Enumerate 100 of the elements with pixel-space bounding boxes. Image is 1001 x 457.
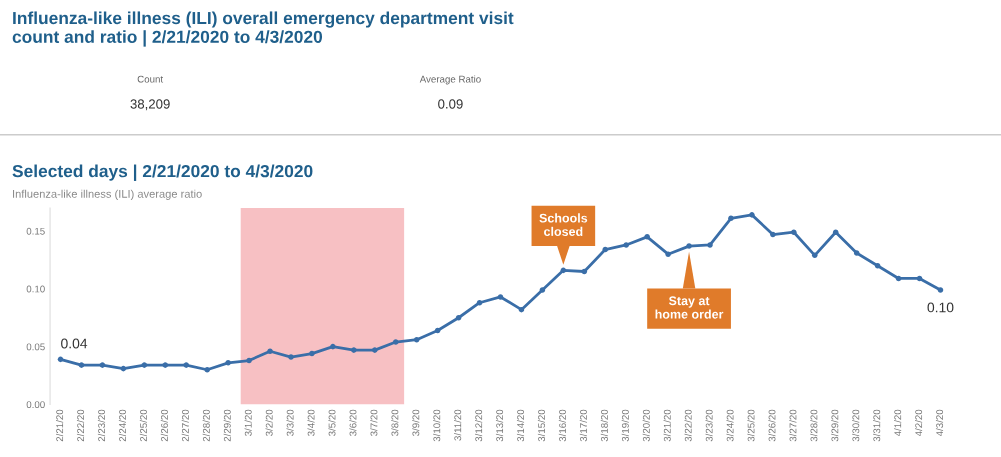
point [895,275,902,282]
point [162,362,169,368]
point [204,366,210,373]
data-label: 0.10 [927,302,954,313]
x-tick-label: 3/8/20 [391,409,399,436]
x-tick-label: 4/2/20 [914,409,923,437]
point [770,231,776,238]
y-tick-label: 0.15 [26,227,45,235]
x-tick-label: 3/24/20 [726,409,734,442]
point [57,356,64,363]
point [937,287,944,293]
point [539,287,546,293]
point [413,336,420,343]
point [518,306,525,313]
point [707,242,713,248]
point [581,268,588,275]
x-tick-label: 3/31/20 [873,409,881,442]
point [623,242,629,248]
x-tick-label: 2/29/20 [223,409,231,442]
point [372,347,378,353]
point [853,250,860,256]
x-tick-label: 2/28/20 [202,409,210,442]
x-tick-label: 2/24/20 [118,409,126,442]
point [78,362,85,368]
x-tick-label: 3/11/20 [454,409,462,441]
x-tick-label: 2/25/20 [139,409,147,442]
x-tick-label: 3/1/20 [244,409,252,436]
point [497,294,504,300]
x-tick-label: 2/22/20 [76,409,85,442]
x-tick-label: 3/14/20 [516,409,525,442]
point [309,350,315,357]
x-tick-label: 3/10/20 [433,409,441,442]
point [330,343,336,350]
x-tick-label: 3/28/20 [810,409,818,442]
y-tick-label: 0.10 [26,285,45,293]
x-tick-label: 3/2/20 [265,409,273,436]
x-tick-label: 3/16/20 [558,409,566,442]
point [351,347,357,353]
point [246,357,252,364]
x-tick-label: 3/6/20 [349,409,357,436]
x-tick-label: 3/12/20 [475,409,483,442]
point [392,339,399,345]
point [455,314,462,321]
point [267,348,273,355]
x-tick-label: 3/4/20 [307,409,315,436]
point [686,243,692,249]
text: Average Ratio [419,75,481,85]
x-tick-label: 3/17/20 [579,409,587,442]
x-tick-label: 3/29/20 [831,409,839,442]
x-tick-label: 3/15/20 [537,409,546,442]
point [99,362,106,368]
data-label: 0.04 [61,338,88,349]
y-axis-title: Influenza-like illness (ILI) average ratio [13,189,202,201]
x-tick-label: 3/30/20 [852,409,860,442]
x-tick-label: 3/13/20 [495,409,504,442]
x-tick-label: 2/23/20 [97,409,106,442]
x-tick-label: 3/27/20 [789,409,797,442]
point [560,267,567,274]
point [832,229,839,235]
annotation: Schools closed [539,213,588,236]
x-tick-label: 3/26/20 [768,409,776,442]
x-tick-label: 2/21/20 [55,409,64,442]
chart-subtitle: Selected days | 2/21/2020 to 4/3/2020 [12,164,313,181]
point [120,365,127,372]
x-tick-label: 3/18/20 [600,409,608,442]
point [602,246,609,253]
point [434,327,441,334]
text: 0.09 [438,99,463,109]
chart-title: Influenza-like illness (ILI) overall emergency department visit count and ratio | 2/21/2020 to 4/3/2020 [12,11,514,47]
x-tick-label: 2/27/20 [181,409,189,442]
point [916,275,923,282]
x-tick-label: 3/22/20 [684,409,692,442]
point [665,251,671,257]
x-tick-label: 3/5/20 [328,409,336,436]
point [791,229,797,235]
point [874,262,881,269]
text: 38,209 [130,99,170,111]
x-tick-label: 3/20/20 [642,409,650,442]
point [644,234,650,240]
x-tick-label: 2/26/20 [160,409,168,442]
point [728,215,734,222]
annotation: Stay at home order [655,296,724,319]
point [183,362,190,368]
y-tick-label: 0.05 [26,343,45,351]
y-tick-label: 0.00 [26,401,45,409]
point [225,360,231,366]
x-tick-label: 3/19/20 [621,409,629,442]
text: Count [137,75,164,83]
point [141,362,148,368]
point [749,212,755,218]
point [476,299,483,306]
x-tick-label: 3/21/20 [663,409,671,442]
point [288,354,294,360]
x-tick-label: 3/7/20 [370,409,378,436]
point [811,252,818,259]
x-tick-label: 4/3/20 [935,409,944,437]
x-tick-label: 4/1/20 [894,409,902,437]
x-tick-label: 3/23/20 [705,409,713,442]
x-tick-label: 3/25/20 [747,409,755,442]
x-tick-label: 3/9/20 [412,409,420,436]
